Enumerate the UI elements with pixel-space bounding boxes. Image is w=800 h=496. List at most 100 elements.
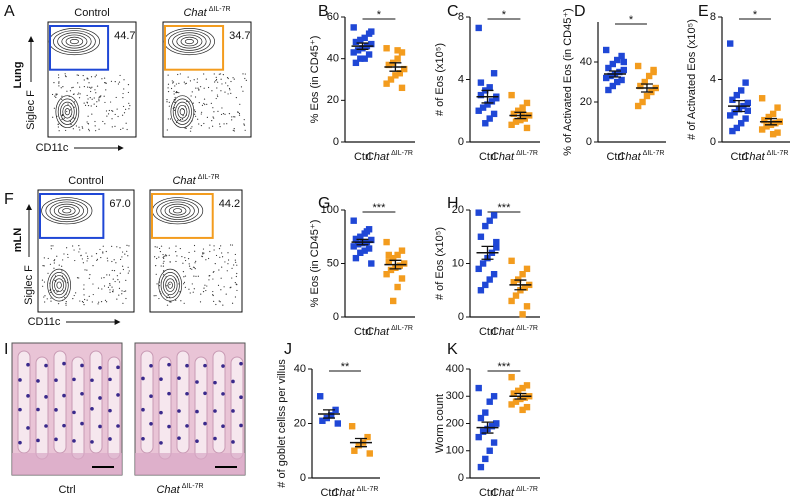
event-dot xyxy=(182,262,184,264)
event-dot xyxy=(83,85,85,88)
plot-title: Control xyxy=(68,175,103,187)
contour xyxy=(165,278,176,292)
goblet-cell xyxy=(98,366,102,370)
x-tick-label-sup: ΔIL-7R xyxy=(767,150,789,157)
event-dot xyxy=(227,259,230,261)
goblet-cell xyxy=(195,380,199,384)
contour xyxy=(61,34,88,49)
goblet-cell xyxy=(54,437,58,442)
event-dot xyxy=(65,302,67,305)
x-axis-label: CD11c xyxy=(36,142,69,154)
goblet-cell xyxy=(239,423,243,428)
sem-bar xyxy=(356,42,369,50)
data-point xyxy=(519,271,526,278)
event-dot xyxy=(158,285,161,287)
data-point xyxy=(510,279,517,286)
data-point xyxy=(383,238,390,246)
event-dot xyxy=(64,73,66,75)
event-dot xyxy=(194,96,197,98)
data-point xyxy=(477,287,485,294)
event-dot xyxy=(203,73,205,75)
event-dot xyxy=(89,86,91,88)
y-tick-label: 0 xyxy=(333,311,339,323)
event-dot xyxy=(83,288,85,290)
event-dot xyxy=(88,277,90,279)
event-dot xyxy=(127,272,129,274)
event-dot xyxy=(160,245,163,247)
event-dot xyxy=(98,100,100,102)
event-dot xyxy=(114,113,116,116)
y-tick-label: 10 xyxy=(452,257,464,269)
data-point xyxy=(357,36,364,44)
data-point xyxy=(639,98,646,106)
event-dot xyxy=(203,98,206,100)
event-dot xyxy=(221,107,223,109)
panel-letter: G xyxy=(318,195,330,212)
event-dot xyxy=(107,113,110,115)
event-dot xyxy=(231,277,233,279)
event-dot xyxy=(215,97,217,100)
crypt-band xyxy=(12,453,122,475)
data-point xyxy=(490,212,498,219)
contour xyxy=(57,98,77,125)
gate-percent: 44.2 xyxy=(219,198,240,210)
data-point xyxy=(519,384,526,392)
data-point xyxy=(729,96,736,104)
event-dot xyxy=(100,256,102,259)
event-dot xyxy=(235,261,237,263)
panel-letter: D xyxy=(574,3,586,20)
contour xyxy=(41,197,93,225)
event-dot xyxy=(170,87,173,90)
goblet-cell xyxy=(26,394,30,398)
event-dot xyxy=(225,293,227,295)
event-dot xyxy=(62,259,64,261)
data-point xyxy=(352,38,360,46)
event-dot xyxy=(191,91,193,93)
goblet-cell xyxy=(62,361,66,366)
event-dot xyxy=(226,270,228,272)
event-dot xyxy=(98,128,100,130)
event-dot xyxy=(175,260,177,263)
event-dot xyxy=(231,244,234,246)
event-dot xyxy=(162,262,164,264)
event-dot xyxy=(88,130,90,132)
event-dot xyxy=(194,109,196,111)
data-point xyxy=(774,104,781,111)
plot-title-main: Chat xyxy=(183,7,207,19)
event-dot xyxy=(65,304,67,306)
event-dot xyxy=(220,277,222,279)
event-dot xyxy=(90,87,92,89)
event-dot xyxy=(169,261,171,263)
event-dot xyxy=(95,92,97,94)
data-point xyxy=(350,217,357,224)
event-dot xyxy=(63,290,65,292)
data-point xyxy=(357,233,364,240)
contour xyxy=(60,101,75,122)
data-point xyxy=(758,126,766,133)
sem-bar xyxy=(389,259,402,270)
goblet-cell xyxy=(44,424,48,428)
event-dot xyxy=(193,244,196,247)
data-point xyxy=(490,110,498,118)
event-dot xyxy=(121,290,123,292)
event-dot xyxy=(220,78,222,80)
event-dot xyxy=(169,118,172,120)
event-dot xyxy=(184,259,187,262)
goblet-cell xyxy=(36,438,40,443)
goblet-cell xyxy=(72,377,76,382)
event-dot xyxy=(96,101,98,103)
event-dot xyxy=(173,107,176,109)
event-dot xyxy=(165,254,167,256)
contour xyxy=(164,203,191,218)
event-dot xyxy=(166,101,168,103)
event-dot xyxy=(242,73,244,75)
event-dot xyxy=(70,123,72,126)
contour xyxy=(45,199,89,223)
event-dot xyxy=(95,105,98,107)
event-dot xyxy=(112,110,114,112)
event-dot xyxy=(184,83,186,85)
event-dot xyxy=(123,290,125,293)
event-dot xyxy=(115,96,117,99)
panel-letter: E xyxy=(698,3,709,20)
event-dot xyxy=(82,74,84,77)
